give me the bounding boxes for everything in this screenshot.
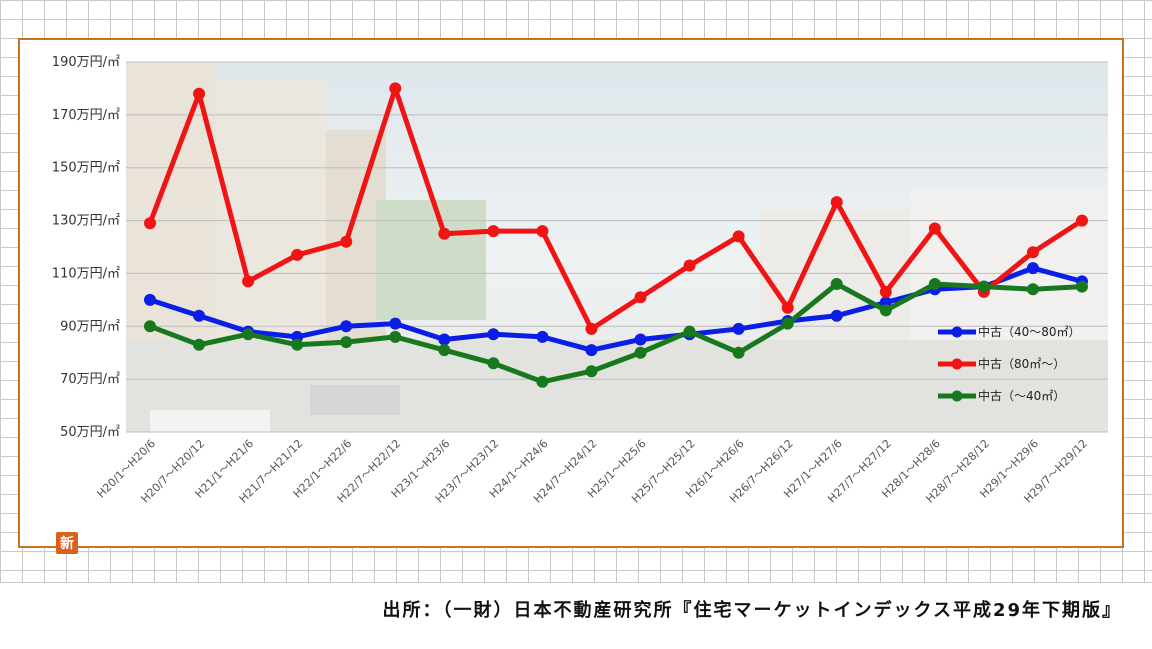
data-point (536, 375, 549, 388)
data-point (977, 280, 990, 293)
data-point (732, 230, 745, 243)
data-point (144, 293, 156, 306)
series-line (149, 281, 1083, 385)
data-point (1026, 246, 1039, 259)
data-point (683, 325, 696, 338)
chart-frame: 50万円/㎡ 70万円/㎡ 90万円/㎡ 110万円/㎡ 130万円/㎡ 150万円/㎡ 1… (18, 38, 1124, 554)
data-point (830, 309, 843, 322)
data-point (389, 317, 402, 330)
data-point (291, 338, 304, 351)
data-point (438, 333, 451, 346)
x-axis-ticks: H20/1～H20/6H20/7～H20/12H21/1～H21/6H21/7～… (95, 437, 1091, 506)
data-point (830, 278, 843, 290)
legend-item: 中古（～40㎡） (938, 388, 1065, 403)
grid-lines (126, 61, 1108, 433)
series-line (147, 85, 1084, 332)
legend-item: 中古（40～80㎡） (938, 324, 1081, 339)
data-point (928, 222, 941, 235)
legend-label: 中古（40～80㎡） (978, 324, 1081, 339)
data-point (585, 344, 598, 357)
data-point (487, 328, 500, 341)
data-point (781, 301, 794, 314)
source-bar (0, 582, 1152, 649)
data-point (1076, 214, 1088, 227)
plot-background-photo (126, 62, 1108, 432)
data-point (781, 317, 794, 330)
data-point (193, 338, 206, 351)
legend-swatch-marker (951, 358, 963, 370)
data-point (536, 225, 549, 238)
data-point (879, 285, 892, 298)
data-point (242, 328, 255, 341)
data-point (242, 275, 255, 288)
data-point (634, 291, 647, 304)
y-tick-label: 130万円/㎡ (52, 214, 120, 229)
data-point (487, 357, 500, 370)
data-point (732, 346, 745, 359)
data-point (438, 227, 451, 240)
data-point (487, 225, 500, 238)
y-tick-label: 150万円/㎡ (52, 161, 120, 176)
data-point (291, 248, 304, 261)
y-tick-label: 50万円/㎡ (60, 425, 120, 440)
data-point (144, 320, 156, 333)
data-point (634, 346, 647, 359)
y-tick-label: 170万円/㎡ (52, 108, 120, 123)
data-point (683, 259, 696, 272)
legend: 中古（40～80㎡） 中古（80㎡～） 中古（～40㎡） (938, 324, 1081, 403)
series-line (149, 265, 1083, 353)
legend-item: 中古（80㎡～） (938, 356, 1065, 371)
legend-swatch-marker (951, 326, 963, 338)
source-caption: 出所：（一財）日本不動産研究所『住宅マーケットインデックス平成29年下期版』 (382, 600, 1122, 621)
data-point (340, 235, 353, 248)
data-point (340, 336, 353, 349)
data-point (536, 330, 549, 343)
data-point (732, 322, 745, 335)
data-point (438, 344, 451, 357)
y-tick-label: 190万円/㎡ (52, 55, 120, 70)
legend-label: 中古（80㎡～） (978, 356, 1065, 371)
data-point (389, 330, 402, 343)
data-point (928, 278, 941, 290)
legend-label: 中古（～40㎡） (978, 388, 1065, 403)
data-point (830, 196, 843, 209)
data-point (1076, 280, 1088, 293)
data-point (193, 87, 206, 100)
data-point (1026, 262, 1039, 275)
y-axis-ticks: 50万円/㎡ 70万円/㎡ 90万円/㎡ 110万円/㎡ 130万円/㎡ 150万円/㎡ 1… (52, 55, 120, 440)
data-point (389, 82, 402, 95)
new-badge-icon: 新 (56, 532, 78, 554)
data-point (193, 309, 206, 322)
y-tick-label: 70万円/㎡ (60, 372, 120, 387)
data-point (340, 320, 353, 333)
data-point (144, 217, 156, 230)
y-tick-label: 110万円/㎡ (52, 266, 120, 281)
series-1 (144, 82, 1088, 335)
data-series (144, 82, 1088, 388)
data-point (879, 304, 892, 317)
data-point (585, 365, 598, 378)
data-point (585, 322, 598, 335)
line-chart: 50万円/㎡ 70万円/㎡ 90万円/㎡ 110万円/㎡ 130万円/㎡ 150万円/㎡ 1… (52, 55, 1108, 506)
y-tick-label: 90万円/㎡ (60, 319, 120, 334)
data-point (1026, 283, 1039, 296)
series-2 (144, 278, 1088, 388)
legend-swatch-marker (951, 390, 963, 402)
data-point (634, 333, 647, 346)
